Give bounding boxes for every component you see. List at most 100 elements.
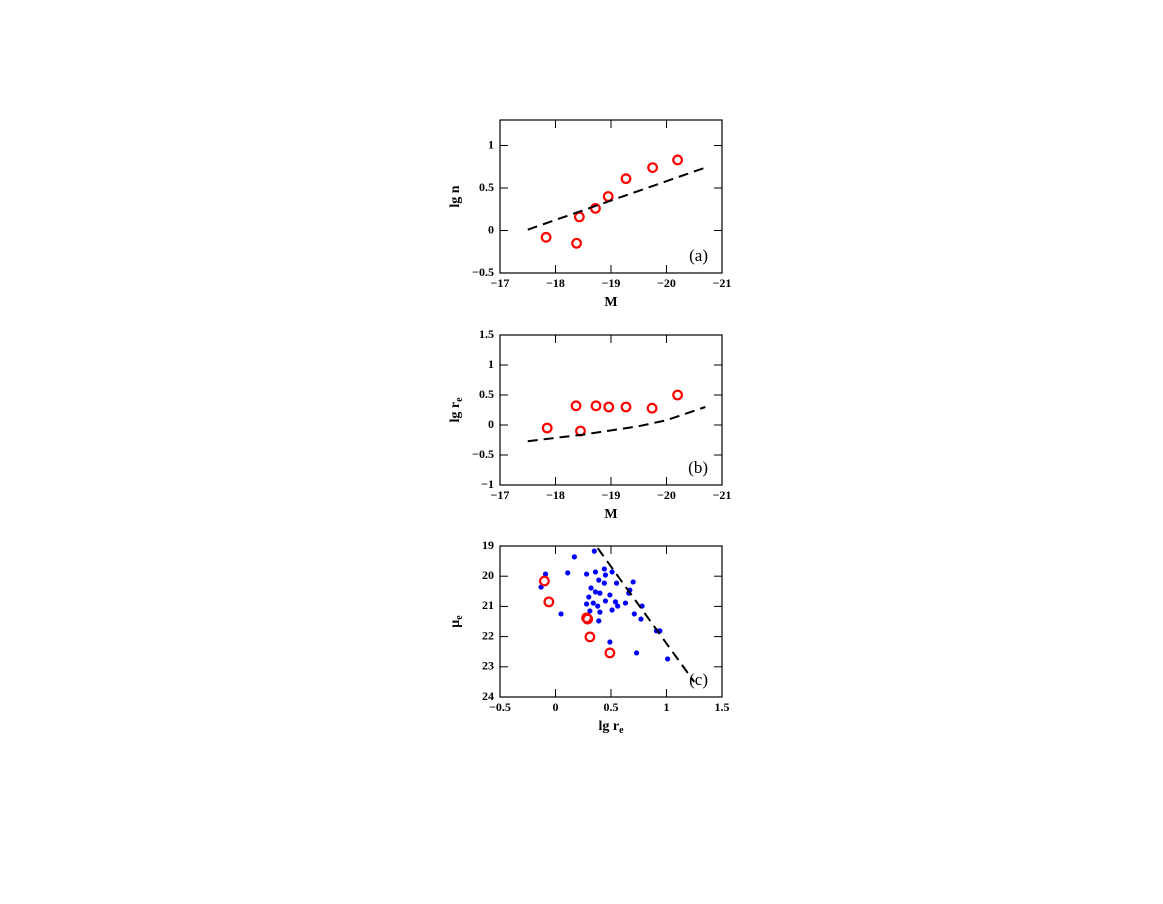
y-tick-label: 23 (482, 659, 494, 673)
circle-point (647, 162, 659, 174)
dashed-line (596, 547, 696, 683)
dot-point (583, 601, 590, 607)
y-tick-label: 22 (482, 628, 494, 642)
y-tick-label: 0 (488, 222, 494, 236)
x-tick-label: −20 (657, 276, 676, 290)
x-axis-label: M (604, 507, 617, 522)
y-tick-label: 0.5 (479, 180, 494, 194)
x-tick-label: 1.5 (715, 700, 730, 714)
circle-point (573, 211, 585, 223)
dot-point (596, 577, 602, 583)
circle-point (604, 647, 616, 659)
y-tick-label: 0 (488, 417, 494, 431)
panel-annotation: (a) (689, 246, 708, 265)
y-tick-label: 1 (488, 137, 494, 151)
y-axis-label-sub: e (454, 397, 465, 402)
y-axis-label: lg re (448, 397, 465, 423)
dot-point (592, 589, 599, 595)
panel-annotation: (c) (689, 670, 708, 689)
dot-point (596, 618, 602, 624)
dot-point (615, 603, 621, 609)
x-axis-label-text: lg r (598, 719, 619, 734)
x-tick-label: −21 (713, 488, 732, 502)
x-axis-label-text: M (604, 507, 617, 522)
dot-point (633, 650, 640, 656)
y-axis-label-text: lg n (448, 185, 463, 207)
x-axis-label-sub: e (619, 725, 624, 736)
circle-point (541, 422, 553, 434)
dot-point (587, 608, 593, 614)
y-tick-label: 1.5 (479, 327, 494, 341)
dot-point (607, 639, 613, 645)
dot-point (622, 600, 629, 606)
y-tick-label: −0.5 (472, 447, 494, 461)
dot-point (630, 579, 636, 585)
y-tick-label: 24 (482, 689, 494, 703)
y-tick-label: 1 (488, 357, 494, 371)
x-tick-label: 1 (664, 700, 670, 714)
dashed-line (527, 166, 706, 231)
y-tick-label: −0.5 (472, 265, 494, 279)
circle-point (543, 596, 555, 608)
x-axis-label: lg re (598, 719, 624, 736)
dot-point (565, 570, 571, 576)
dot-point (609, 569, 615, 575)
dot-point (571, 554, 577, 560)
circle-point (540, 231, 552, 243)
y-tick-label: 0.5 (479, 387, 494, 401)
circle-point (672, 389, 683, 401)
y-tick-label: −1 (481, 477, 494, 491)
x-tick-label: −21 (713, 276, 732, 290)
dot-point (588, 585, 594, 591)
dot-point (631, 611, 637, 617)
x-tick-label: −18 (546, 276, 565, 290)
circle-point (582, 613, 594, 625)
y-axis-label-text: μ (448, 620, 463, 628)
x-tick-label: −17 (491, 276, 510, 290)
circle-point (570, 400, 582, 412)
y-axis-label: lg n (448, 185, 463, 207)
y-tick-label: 20 (482, 568, 494, 582)
dot-point (613, 580, 620, 586)
dashed-line (527, 406, 706, 443)
dot-point (638, 616, 644, 622)
dot-point (607, 592, 613, 598)
x-tick-label: −17 (491, 488, 510, 502)
dot-point (612, 599, 619, 605)
circle-point (646, 402, 658, 414)
dot-point (665, 656, 671, 662)
dot-point (542, 571, 549, 577)
dot-point (558, 611, 564, 617)
dot-point (597, 609, 603, 615)
circle-point (571, 237, 582, 249)
y-tick-label: 19 (482, 538, 494, 552)
x-tick-label: −18 (546, 488, 565, 502)
dot-point (602, 598, 609, 604)
dot-point (601, 580, 607, 586)
x-tick-label: 0 (553, 700, 559, 714)
dot-point (609, 607, 615, 613)
circle-point (603, 401, 615, 413)
dot-point (597, 590, 603, 596)
y-axis-label-sub: e (454, 615, 465, 620)
dot-point (601, 566, 607, 572)
dot-point (592, 569, 599, 575)
x-tick-label: −0.5 (489, 700, 511, 714)
dot-point (583, 571, 590, 577)
circle-point (620, 401, 632, 413)
y-axis-label: μe (448, 615, 465, 628)
dot-point (591, 548, 597, 554)
circle-point (539, 575, 550, 587)
panel-annotation: (b) (688, 458, 708, 477)
circle-point (590, 400, 602, 412)
y-tick-label: 21 (482, 598, 494, 612)
x-tick-label: 0.5 (604, 700, 619, 714)
x-tick-label: −19 (602, 488, 621, 502)
dot-point (590, 600, 596, 606)
dot-point (595, 603, 601, 609)
circle-point (584, 631, 596, 643)
x-axis-label: M (604, 295, 617, 310)
circle-point (672, 154, 683, 166)
